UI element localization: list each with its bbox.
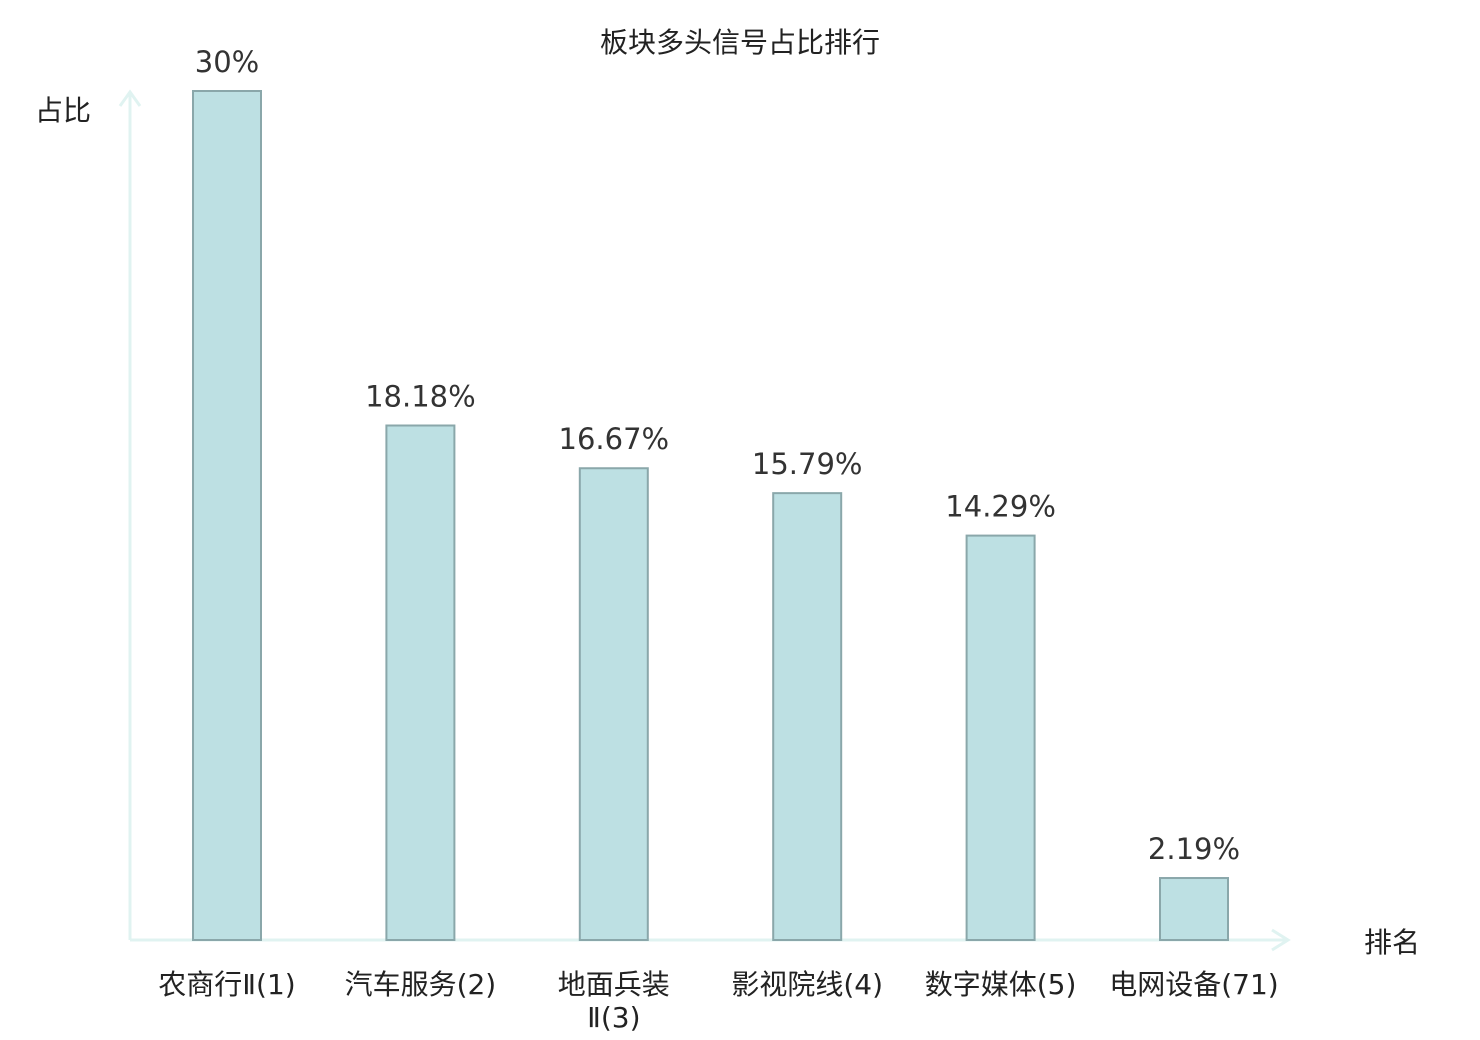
bar-1 xyxy=(192,90,262,941)
x-axis-label: 排名 xyxy=(1364,926,1420,959)
value-label-1: 30% xyxy=(195,45,259,79)
category-label-5: 数字媒体(5) xyxy=(925,968,1077,1001)
value-label-5: 14.29% xyxy=(945,490,1056,524)
category-label-3-line-1: 地面兵装 xyxy=(558,968,670,1001)
bar-3 xyxy=(578,467,649,941)
bar-6 xyxy=(1159,877,1229,942)
category-label-2: 汽车服务(2) xyxy=(345,968,497,1001)
x-axis-arrow xyxy=(1271,928,1291,952)
chart-title: 板块多头信号占比排行 xyxy=(600,26,880,59)
y-axis-arrow xyxy=(118,89,142,107)
value-labels-group: 30% 18.18% 16.67% 15.79% 14.29% 2.19% xyxy=(195,45,1240,866)
value-label-4: 15.79% xyxy=(752,447,863,481)
y-axis-label: 占比 xyxy=(35,94,91,127)
category-label-6: 电网设备(71) xyxy=(1109,968,1278,1001)
value-label-6: 2.19% xyxy=(1148,832,1240,866)
bar-4 xyxy=(772,492,843,941)
value-label-3: 16.67% xyxy=(559,422,670,456)
category-label-4: 影视院线(4) xyxy=(731,968,883,1001)
category-label-3-line-2: Ⅱ(3) xyxy=(587,1001,640,1034)
bar-2 xyxy=(385,424,456,942)
bar-5 xyxy=(965,534,1036,942)
category-label-1: 农商行Ⅱ(1) xyxy=(158,968,295,1001)
bars-group xyxy=(192,90,1229,942)
value-label-2: 18.18% xyxy=(365,380,476,414)
